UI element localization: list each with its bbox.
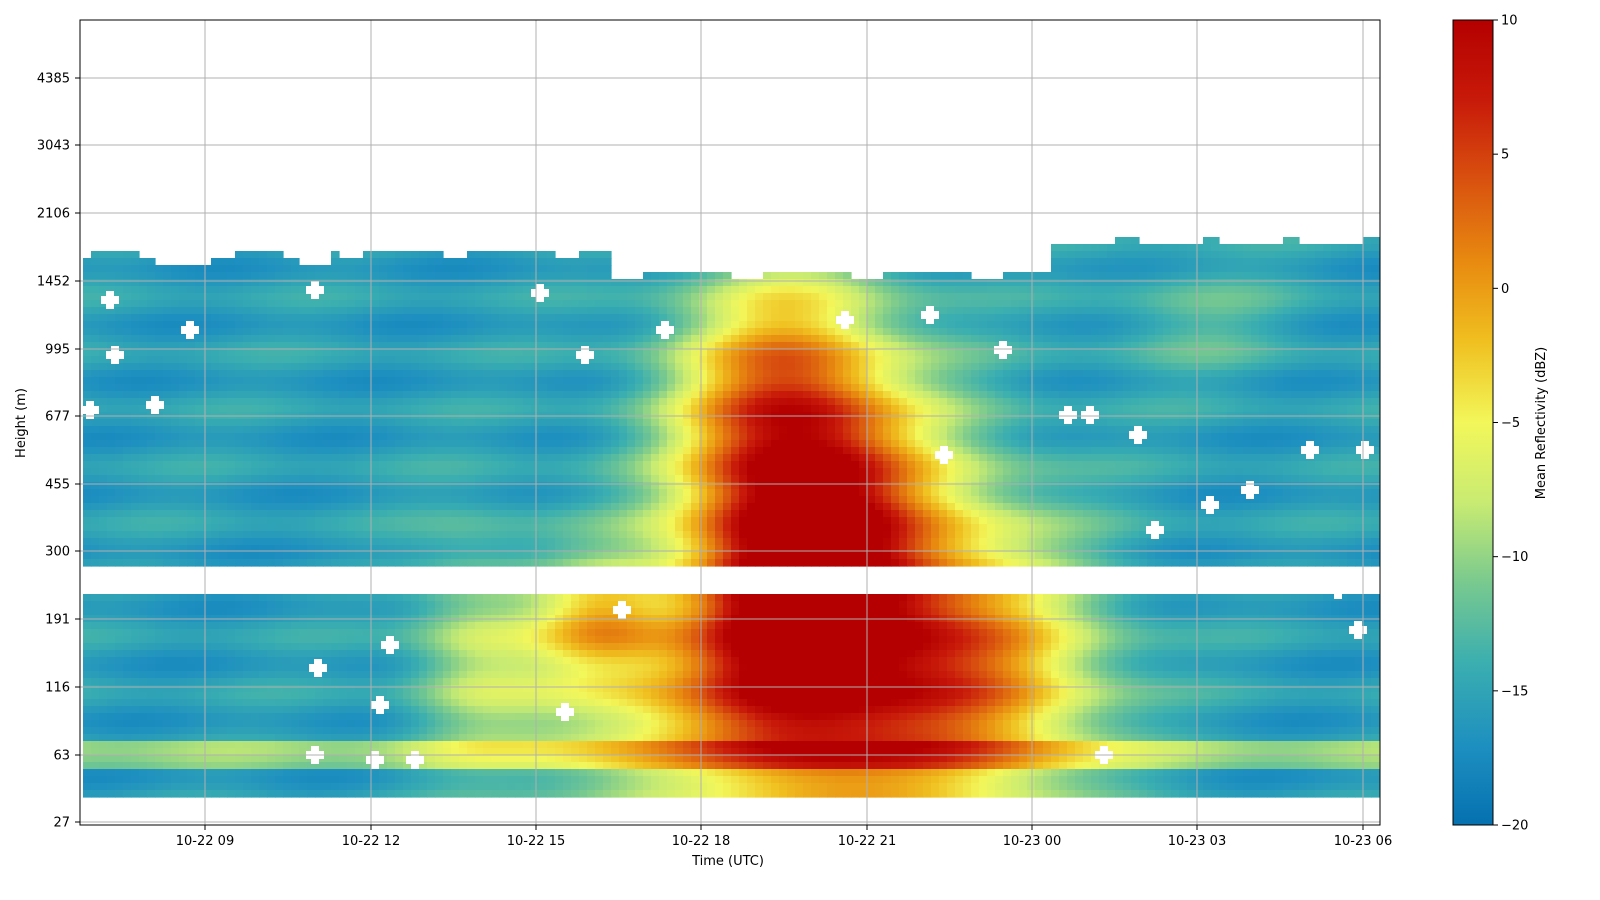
colorbar-tick-label: −10: [1501, 550, 1528, 565]
y-tick-label: 63: [53, 749, 70, 764]
colorbar-tick-label: −15: [1501, 684, 1528, 699]
x-tick-label: 10-22 21: [838, 834, 896, 849]
y-tick-label: 3043: [37, 139, 70, 154]
y-tick-label: 995: [45, 343, 70, 358]
y-tick-label: 4385: [37, 72, 70, 87]
x-tick-label: 10-23 06: [1334, 834, 1392, 849]
x-tick-label: 10-22 18: [672, 834, 730, 849]
x-tick-label: 10-23 03: [1168, 834, 1226, 849]
x-tick-label: 10-22 09: [176, 834, 234, 849]
colorbar-tick-label: 5: [1501, 148, 1509, 163]
colorbar: [1452, 19, 1494, 826]
colorbar-label: Mean Reflectivity (dBZ): [1534, 347, 1549, 500]
colorbar-tick-label: −5: [1501, 416, 1520, 431]
x-axis: 10-22 09 10-22 12 10-22 15 10-22 18 10-22 21…: [176, 825, 1392, 849]
y-tick-label: 300: [45, 545, 70, 560]
colorbar-tick-label: 10: [1501, 14, 1518, 29]
x-tick-label: 10-22 15: [507, 834, 565, 849]
x-tick-label: 10-23 00: [1003, 834, 1061, 849]
y-tick-label: 191: [45, 613, 70, 628]
x-tick-label: 10-22 12: [342, 834, 400, 849]
y-axis-label: Height (m): [14, 388, 29, 458]
y-tick-label: 2106: [37, 207, 70, 222]
plot-frame: [79, 19, 1381, 826]
x-axis-label: Time (UTC): [691, 854, 764, 869]
reflectivity-field: [81, 237, 1380, 798]
grid-lines: [80, 20, 1380, 825]
colorbar-ticks: 10 5 0 −5 −10 −15 −20: [1493, 14, 1528, 834]
y-tick-label: 27: [53, 816, 70, 831]
colorbar-tick-label: −20: [1501, 819, 1528, 834]
y-axis: 27 63 116 191 300 455 677 995 1452 2106 3043 4385: [37, 72, 80, 831]
y-tick-label: 455: [45, 478, 70, 493]
y-tick-label: 677: [45, 410, 70, 425]
y-tick-label: 1452: [37, 275, 70, 290]
colorbar-tick-label: 0: [1501, 282, 1509, 297]
y-tick-label: 116: [45, 681, 70, 696]
